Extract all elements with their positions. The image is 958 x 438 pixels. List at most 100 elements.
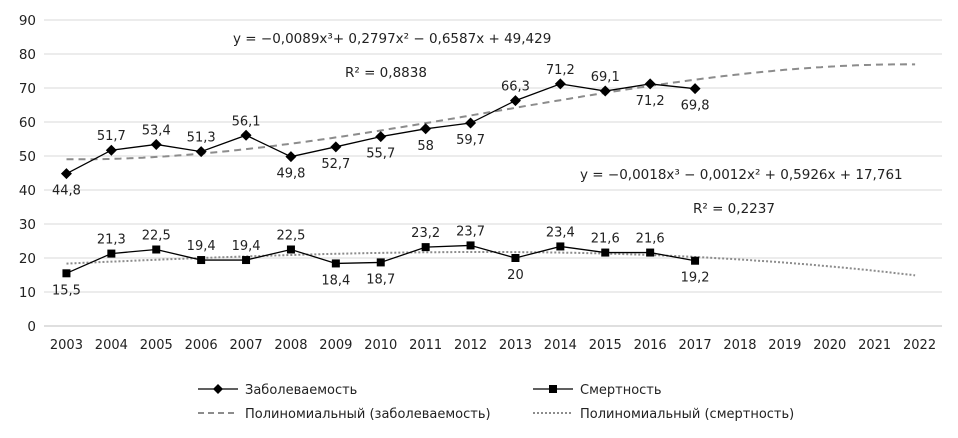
data-point-incidence (554, 78, 566, 90)
x-tick-label: 2009 (319, 338, 352, 353)
data-label: 18,7 (366, 272, 395, 287)
data-label: 71,2 (636, 94, 665, 109)
x-tick-label: 2003 (50, 338, 83, 353)
x-tick-label: 2012 (454, 338, 487, 353)
data-point-mortality (331, 259, 340, 268)
data-label: 52,7 (321, 157, 350, 172)
y-tick-label: 90 (19, 13, 36, 29)
x-tick-label: 2020 (813, 338, 846, 353)
data-point-mortality (152, 245, 161, 254)
data-label: 23,4 (546, 225, 575, 240)
y-tick-label: 20 (19, 251, 36, 267)
x-tick-label: 2006 (185, 338, 218, 353)
data-point-mortality (556, 242, 565, 251)
data-label: 69,8 (681, 99, 710, 114)
x-tick-label: 2010 (364, 338, 397, 353)
data-point-incidence (644, 78, 656, 90)
data-point-incidence (105, 144, 117, 156)
data-label: 19,4 (187, 239, 216, 254)
x-tick-label: 2005 (140, 338, 173, 353)
data-label: 55,7 (366, 147, 395, 162)
legend-label-mortality: Смертность (580, 383, 662, 398)
data-label: 23,7 (456, 224, 485, 239)
x-tick-label: 2018 (723, 338, 756, 353)
data-label: 59,7 (456, 133, 485, 148)
trendline-mortality (66, 251, 916, 277)
trend-r2-mortality: R² = 0,2237 (693, 201, 775, 217)
data-label: 49,8 (276, 167, 305, 182)
data-label: 19,2 (681, 271, 710, 286)
legend-label-trend-mortality: Полиномиальный (смертность) (580, 407, 794, 422)
data-label: 15,5 (52, 283, 81, 298)
data-label: 18,4 (321, 273, 350, 288)
data-point-mortality (421, 243, 430, 252)
trend-equation-mortality: y = −0,0018x³ − 0,0012x² + 0,5926x + 17,… (580, 167, 903, 183)
data-label: 51,7 (97, 129, 126, 144)
data-point-incidence (330, 141, 342, 153)
data-point-incidence (599, 85, 611, 97)
x-tick-label: 2021 (858, 338, 891, 353)
data-label: 21,6 (591, 232, 620, 247)
data-label: 21,6 (636, 232, 665, 247)
legend-diamond-marker (213, 384, 223, 394)
data-point-incidence (60, 168, 72, 180)
data-point-mortality (197, 256, 206, 265)
data-point-incidence (150, 138, 162, 150)
legend-square-marker (549, 385, 557, 393)
x-tick-label: 2004 (95, 338, 128, 353)
legend: Заболеваемость Смертность Полиномиальный… (198, 383, 794, 422)
data-label: 58 (417, 139, 434, 154)
trendlines (66, 63, 916, 277)
data-label: 23,2 (411, 226, 440, 241)
data-point-incidence (375, 131, 387, 143)
x-tick-label: 2017 (679, 338, 712, 353)
data-point-incidence (195, 146, 207, 158)
x-tick-label: 2008 (274, 338, 307, 353)
y-tick-label: 30 (19, 217, 36, 233)
series: 44,8 51,7 53,4 51,3 56,1 49,8 52,7 55,7 58 59,7 66… (52, 63, 710, 298)
x-tick-label: 2013 (499, 338, 532, 353)
trendline-incidence (66, 63, 916, 161)
y-tick-label: 80 (19, 47, 36, 63)
x-tick-label: 2014 (544, 338, 577, 353)
x-tick-label: 2007 (230, 338, 263, 353)
y-tick-label: 10 (19, 285, 36, 301)
x-tick-label: 2019 (768, 338, 801, 353)
y-tick-label: 40 (19, 183, 36, 199)
data-point-incidence (285, 151, 297, 163)
trend-r2-incidence: R² = 0,8838 (345, 65, 427, 81)
y-axis: 0 10 20 30 40 50 60 70 80 90 (19, 13, 36, 335)
data-point-mortality (466, 241, 475, 250)
data-point-incidence (420, 123, 432, 135)
data-label: 69,1 (591, 70, 620, 85)
x-axis: 2003 2004 2005 2006 2007 2008 2009 2010 2011 2012… (50, 338, 936, 353)
data-point-incidence (689, 83, 701, 95)
legend-label-incidence: Заболеваемость (245, 383, 357, 398)
data-point-mortality (691, 256, 700, 265)
data-point-mortality (62, 269, 71, 278)
data-point-mortality (242, 256, 251, 265)
x-tick-label: 2015 (589, 338, 622, 353)
legend-label-trend-incidence: Полиномиальный (заболеваемость) (245, 407, 491, 422)
data-point-mortality (646, 248, 655, 257)
data-point-mortality (286, 245, 295, 254)
data-point-incidence (240, 129, 252, 141)
data-point-mortality (107, 249, 116, 258)
data-label: 51,3 (187, 131, 216, 146)
data-label: 53,4 (142, 123, 171, 138)
x-tick-label: 2011 (409, 338, 442, 353)
data-point-mortality (601, 248, 610, 257)
data-label: 21,3 (97, 233, 126, 248)
data-label: 20 (507, 268, 524, 283)
data-label: 44,8 (52, 184, 81, 199)
y-tick-label: 0 (27, 319, 36, 335)
x-tick-label: 2016 (634, 338, 667, 353)
y-tick-label: 60 (19, 115, 36, 131)
trend-equation-incidence: y = −0,0089x³+ 0,2797x² − 0,6587x + 49,4… (233, 31, 551, 47)
y-tick-label: 50 (19, 149, 36, 165)
data-point-incidence (509, 95, 521, 107)
data-point-incidence (465, 117, 477, 129)
data-point-mortality (511, 254, 520, 262)
data-point-mortality (376, 258, 385, 267)
